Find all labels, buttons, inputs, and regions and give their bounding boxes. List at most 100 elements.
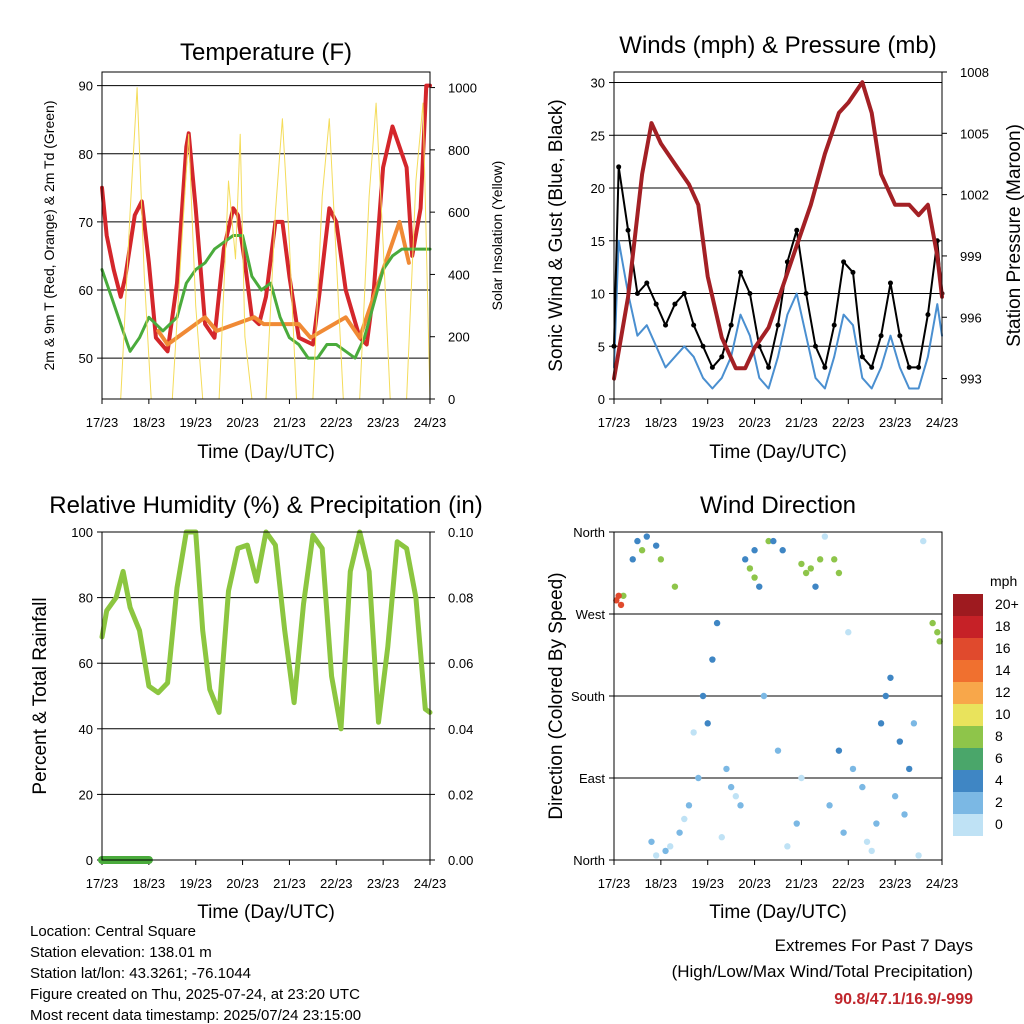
gust-point: [916, 364, 922, 370]
y-axis-label: Sonic Wind & Gust (Blue, Black): [546, 99, 567, 371]
scatter-point: [634, 537, 641, 545]
y2-tick-label: 0.02: [448, 787, 473, 802]
y-tick-label: 30: [591, 76, 605, 91]
x-tick-label: 21/23: [785, 415, 818, 430]
gust-point: [691, 322, 697, 328]
gust-point: [709, 364, 715, 370]
scatter-point: [859, 783, 866, 791]
colorbar-label: 10: [995, 706, 1011, 722]
scatter-point: [615, 592, 622, 599]
y2-axis-label: Station Pressure (Maroon): [1004, 124, 1024, 347]
colorbar-label: 12: [995, 684, 1011, 700]
scatter-point: [873, 820, 880, 827]
scatter-point: [681, 815, 688, 823]
scatter-point: [920, 537, 927, 545]
gust-point: [897, 333, 903, 339]
colorbar-swatch: [953, 704, 983, 726]
x-axis-label: Time (Day/UTC): [709, 442, 847, 463]
x-tick-label: 18/23: [133, 876, 166, 891]
scatter-point: [807, 565, 814, 572]
chart-title: Temperature (F): [180, 39, 352, 66]
gust-point: [663, 322, 669, 328]
gust-point: [644, 280, 650, 286]
x-tick-label: 24/23: [414, 415, 447, 430]
footer-location: Location: Central Square: [30, 923, 196, 940]
y2-tick-label: 1005: [960, 126, 989, 141]
y-tick-label: 90: [79, 79, 93, 94]
footer-latlon: Station lat/lon: 43.3261; -76.1044: [30, 965, 251, 982]
series-line: [156, 219, 411, 347]
gust-point: [812, 343, 818, 349]
colorbar-swatch: [953, 638, 983, 660]
y-axis-label: Percent & Total Rainfall: [30, 597, 51, 794]
x-tick-label: 24/23: [926, 415, 959, 430]
y2-tick-label: 1002: [960, 188, 989, 203]
x-axis-label: Time (Day/UTC): [709, 902, 847, 923]
y-tick-label: 70: [79, 215, 93, 230]
y-tick-label: South: [571, 689, 605, 704]
x-tick-label: 19/23: [691, 415, 724, 430]
scatter-point: [887, 674, 894, 681]
colorbar-label: 0: [995, 816, 1003, 832]
scatter-point: [770, 537, 777, 545]
scatter-point: [816, 556, 824, 563]
gust-point: [625, 227, 631, 233]
scatter-point: [835, 747, 843, 754]
x-axis-label: Time (Day/UTC): [197, 902, 335, 923]
scatter-point: [671, 583, 679, 590]
scatter-point: [798, 774, 805, 782]
scatter-point: [723, 765, 730, 773]
gust-point: [925, 312, 931, 318]
y2-tick-label: 0.00: [448, 853, 473, 868]
x-tick-label: 22/23: [832, 415, 865, 430]
gust-point: [784, 259, 790, 265]
y-tick-label: 0: [598, 392, 605, 407]
gust-point: [700, 343, 706, 349]
y-tick-label: 20: [79, 787, 93, 802]
scatter-point: [849, 765, 857, 773]
x-tick-label: 18/23: [133, 415, 166, 430]
y-tick-label: 100: [71, 525, 93, 540]
y2-tick-label: 800: [448, 143, 470, 158]
gust-point: [794, 227, 800, 233]
gust-point: [766, 364, 772, 370]
y-tick-label: North: [573, 853, 605, 868]
x-tick-label: 19/23: [179, 415, 212, 430]
y-tick-label: 5: [598, 339, 605, 354]
x-tick-label: 17/23: [598, 876, 631, 891]
scatter-point: [667, 843, 674, 850]
x-axis-label: Time (Day/UTC): [197, 442, 335, 463]
gust-point: [841, 259, 847, 265]
colorbar-label: 4: [995, 772, 1003, 788]
chart-rh: [97, 529, 435, 865]
scatter-point: [617, 601, 625, 609]
colorbar-label: 14: [995, 662, 1011, 678]
plot-frame: [101, 71, 431, 400]
y2-tick-label: 400: [448, 267, 470, 282]
gust-point: [672, 301, 678, 307]
scatter-point: [812, 583, 819, 590]
scatter-point: [784, 843, 791, 850]
scatter-point: [718, 834, 725, 841]
scatter-point: [826, 802, 833, 809]
y-tick-label: 50: [79, 351, 93, 366]
x-tick-label: 23/23: [879, 876, 912, 891]
scatter-point: [760, 692, 768, 700]
y-tick-label: 0: [86, 853, 93, 868]
scatter-point: [891, 793, 899, 800]
footer-created: Figure created on Thu, 2025-07-24, at 23…: [30, 986, 360, 1003]
colorbar-unit: mph: [990, 573, 1017, 589]
gust-point: [822, 364, 828, 370]
scatter-point: [727, 783, 735, 791]
scatter-point: [774, 747, 782, 754]
y-tick-label: 60: [79, 283, 93, 298]
colorbar-swatch: [953, 748, 983, 770]
y-tick-label: 15: [591, 234, 605, 249]
series-line: [100, 234, 432, 360]
chart-title: Winds (mph) & Pressure (mb): [619, 32, 936, 59]
scatter-point: [793, 820, 800, 827]
scatter-point: [662, 847, 669, 855]
x-tick-label: 24/23: [414, 876, 447, 891]
colorbar-label: 18: [995, 618, 1011, 634]
